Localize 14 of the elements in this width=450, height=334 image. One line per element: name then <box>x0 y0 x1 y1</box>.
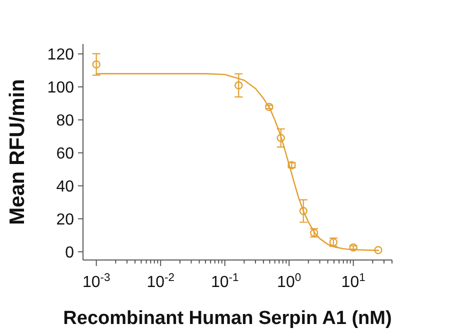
y-tick-label: 60 <box>56 145 74 162</box>
x-tick-label: 10$^{-3}$ <box>82 272 110 291</box>
y-axis-title: Mean RFU/min <box>6 79 29 225</box>
x-axis-title: Recombinant Human Serpin A1 (nM) <box>63 308 392 329</box>
y-tick-label: 100 <box>47 79 74 96</box>
y-tick-label: 80 <box>56 112 74 130</box>
x-tick-label: 10$^{-1}$ <box>210 272 239 291</box>
x-tick-label: 10$^{1}$ <box>341 272 366 291</box>
y-tick-label: 40 <box>56 178 74 196</box>
y-tick-label: 20 <box>56 211 74 228</box>
y-tick-label: 0 <box>65 244 74 262</box>
x-tick-label: 10$^{-2}$ <box>146 272 174 291</box>
x-tick-label: 10$^{0}$ <box>277 272 302 291</box>
y-tick-label: 120 <box>47 46 74 64</box>
